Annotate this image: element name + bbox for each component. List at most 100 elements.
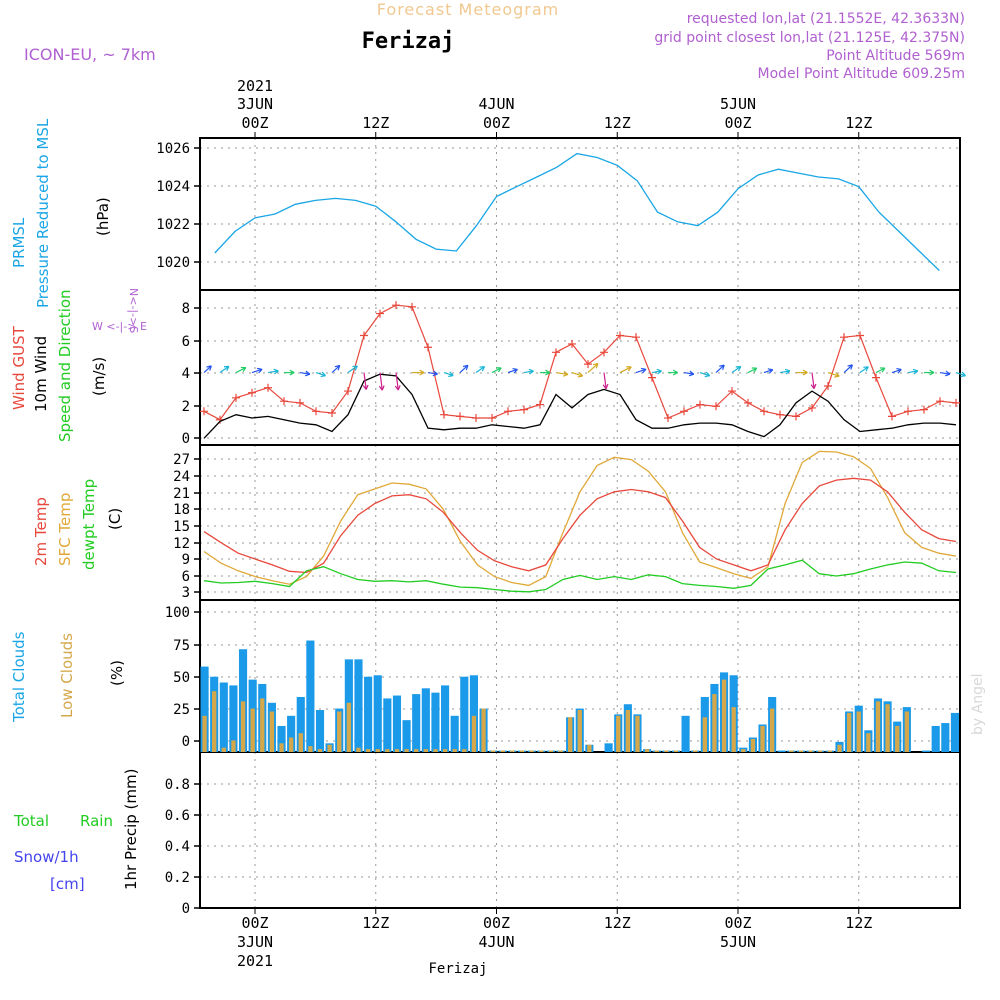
wind-arrow (299, 371, 310, 375)
footer-location: Ferizaj (428, 961, 487, 977)
total-cloud-bar (777, 750, 786, 752)
time-label-hour: 00Z (241, 114, 268, 132)
wind-arrow (891, 368, 902, 374)
gust-marker (232, 393, 240, 402)
total-cloud-bar (941, 723, 950, 752)
wind-arrow-head (320, 371, 326, 378)
low-cloud-bar (308, 746, 313, 752)
y-tick-label: 0.4 (165, 839, 190, 855)
low-cloud-bar (644, 749, 650, 752)
low-cloud-bar (654, 750, 659, 752)
low-cloud-bar (260, 698, 265, 752)
total-cloud-bar (306, 640, 315, 752)
low-cloud-bar (789, 750, 794, 752)
gust-marker (648, 373, 656, 382)
wind-arrow (267, 370, 279, 374)
time-label-hour: 00Z (483, 114, 510, 132)
wind-arrow-head (256, 367, 263, 374)
y-tick-label: 0 (182, 431, 190, 447)
y-tick-label: 1024 (156, 179, 190, 195)
wind-arrow (459, 364, 469, 373)
low-cloud-bar (519, 750, 525, 752)
low-cloud-bar (404, 749, 409, 752)
compass-we: W <-|-> E (92, 320, 147, 333)
wind-arrow-head (289, 369, 295, 376)
low-cloud-bar (818, 750, 823, 752)
wind-arrow (715, 364, 725, 373)
wind-arrow (875, 367, 886, 374)
wind-arrow (587, 363, 599, 373)
wind-arrow (395, 372, 399, 391)
wind-arrow-head (929, 369, 935, 376)
wind-arrow-head (863, 366, 869, 372)
low-cloud-bar (693, 750, 698, 752)
time-label-hour: 00Z (724, 114, 751, 132)
wind-arrow (859, 366, 869, 374)
y-tick-label: 100 (165, 605, 190, 621)
low-cloud-bar (625, 710, 631, 752)
y-tick-label: 27 (173, 452, 190, 468)
gust-line (203, 304, 957, 421)
wind-arrow (779, 370, 790, 374)
wind-gust-label: Wind GUST (10, 325, 28, 410)
wind-arrow-head (592, 362, 599, 369)
low-cloud-bar (587, 744, 592, 752)
dewpt-line (203, 559, 957, 593)
total-cloud-bar (364, 676, 373, 752)
low-cloud-bar (827, 750, 833, 752)
pressure-label-b: Pressure Reduced to MSL (34, 118, 52, 308)
gust-marker (664, 414, 672, 423)
low-cloud-bar (212, 691, 217, 752)
wind-arrow-head (602, 383, 609, 390)
wind-arrow (619, 366, 632, 374)
low-cloud-bar (712, 694, 717, 752)
wind-arrow-head (672, 369, 678, 376)
wind-unit: (m/s) (90, 357, 108, 396)
total-cloud-bar (354, 659, 363, 752)
wind-arrow-head (496, 367, 502, 373)
wind-arrow (747, 367, 758, 374)
y-tick-label: 12 (173, 536, 190, 552)
wind-arrow-head (847, 364, 853, 370)
wind-arrow (219, 365, 230, 374)
wind-arrow-head (563, 370, 569, 377)
y-tick-label: 0.8 (165, 777, 190, 793)
low-cloud-bar (885, 704, 890, 752)
gust-marker (536, 400, 544, 409)
wind-arrow-head (479, 366, 486, 372)
total-cloud-bar (238, 649, 248, 752)
gust-marker (280, 397, 288, 406)
y-tick-label: 8 (182, 301, 190, 317)
wind-arrow (427, 371, 438, 375)
wind-10m-label: 10m Wind (32, 336, 50, 412)
gust-marker (504, 407, 512, 416)
low-cloud-bar (231, 740, 236, 752)
time-label-hour: 00Z (241, 914, 268, 932)
temp-2m-label: 2m Temp (32, 497, 50, 566)
panel-frame (199, 751, 961, 909)
gust-marker (936, 397, 944, 406)
model-point-altitude: Model Point Altitude 609.25m (758, 66, 965, 82)
low-cloud-bar (327, 744, 332, 752)
wind-arrow-head (767, 368, 774, 374)
temp-unit: (C) (106, 508, 124, 530)
low-cloud-bar (510, 750, 515, 752)
wind-arrow (699, 371, 710, 377)
total-cloud-bar (460, 676, 469, 752)
y-tick-label: 6 (182, 569, 190, 585)
total-cloud-bar (421, 688, 430, 752)
low-clouds-label: Low Clouds (58, 633, 76, 718)
low-cloud-bar (414, 749, 419, 752)
gust-marker (328, 408, 336, 417)
wind-arrow-head (735, 365, 742, 372)
low-cloud-bar (317, 749, 323, 752)
gust-marker (248, 388, 256, 397)
pressure-label-a: PRMSL (10, 217, 28, 268)
wind-arrow-head (378, 385, 385, 391)
wind-arrow (331, 365, 341, 373)
low-cloud-bar (337, 711, 342, 752)
gust-marker (520, 405, 528, 414)
low-cloud-bar (731, 707, 736, 752)
time-label-date: 4JUN (478, 933, 514, 951)
total-cloud-bar (219, 682, 228, 752)
